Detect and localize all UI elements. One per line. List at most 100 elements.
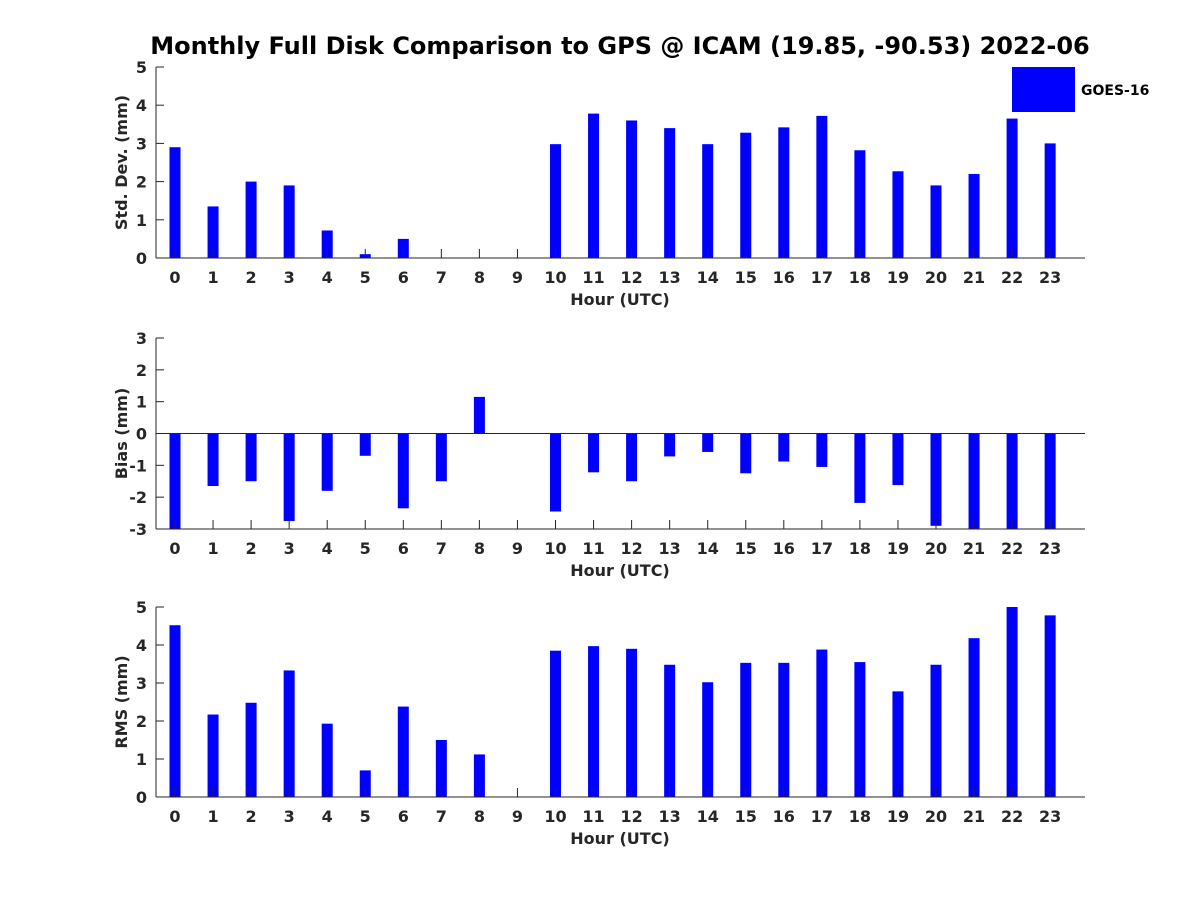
bias-bar-hour-20 <box>930 433 942 526</box>
rms-x-tick-label: 7 <box>436 807 447 826</box>
bias-bar-hour-14 <box>702 433 714 452</box>
rms-bar-hour-8 <box>473 754 485 797</box>
std-bar-hour-0 <box>169 147 181 258</box>
rms-x-tick-label: 19 <box>887 807 909 826</box>
bias-bar-hour-18 <box>854 433 866 503</box>
bias-bar-hour-1 <box>207 433 219 487</box>
bias-x-tick-label: 1 <box>207 539 218 558</box>
std-x-tick-label: 19 <box>887 268 909 287</box>
rms-bar-hour-1 <box>207 714 219 797</box>
std-x-tick-label: 9 <box>512 268 523 287</box>
bias-x-tick-label: 16 <box>773 539 795 558</box>
rms-x-axis-label: Hour (UTC) <box>570 829 670 848</box>
std-bar-hour-4 <box>321 230 333 258</box>
bias-x-tick-label: 5 <box>360 539 371 558</box>
std-x-tick-label: 7 <box>436 268 447 287</box>
rms-x-tick-label: 22 <box>1001 807 1023 826</box>
rms-bar-hour-5 <box>359 770 371 797</box>
std-x-tick-label: 8 <box>474 268 485 287</box>
std-bar-hour-16 <box>778 127 790 258</box>
rms-bar-hour-16 <box>778 662 790 797</box>
rms-x-tick-label: 15 <box>735 807 757 826</box>
rms-y-axis-label: RMS (mm) <box>112 655 131 748</box>
rms-x-tick-label: 13 <box>659 807 681 826</box>
rms-x-tick-label: 20 <box>925 807 947 826</box>
bias-x-tick-label: 2 <box>246 539 257 558</box>
bias-bar-hour-15 <box>740 433 752 474</box>
rms-x-tick-label: 8 <box>474 807 485 826</box>
rms-x-tick-label: 18 <box>849 807 871 826</box>
bias-x-tick-label: 19 <box>887 539 909 558</box>
rms-bar-hour-14 <box>702 682 714 797</box>
rms-bar-hour-3 <box>283 670 295 797</box>
std-x-tick-label: 2 <box>246 268 257 287</box>
rms-x-tick-label: 3 <box>284 807 295 826</box>
std-x-tick-label: 1 <box>207 268 218 287</box>
bias-x-tick-label: 8 <box>474 539 485 558</box>
std-x-tick-label: 21 <box>963 268 985 287</box>
std-bar-hour-14 <box>702 144 714 258</box>
rms-y-tick-label: 0 <box>136 788 147 807</box>
rms-bar-hour-19 <box>892 691 904 797</box>
rms-x-tick-label: 23 <box>1039 807 1061 826</box>
std-x-tick-label: 23 <box>1039 268 1061 287</box>
rms-x-tick-label: 5 <box>360 807 371 826</box>
bias-x-tick-label: 22 <box>1001 539 1023 558</box>
std-bar-hour-18 <box>854 150 866 258</box>
bias-x-tick-label: 10 <box>544 539 566 558</box>
rms-x-tick-label: 10 <box>544 807 566 826</box>
std-y-tick-label: 4 <box>136 96 147 115</box>
rms-x-tick-label: 2 <box>246 807 257 826</box>
bias-bar-hour-13 <box>664 433 676 457</box>
std-bar-hour-12 <box>626 120 638 258</box>
bias-bar-hour-21 <box>968 433 980 529</box>
rms-y-tick-label: 5 <box>136 598 147 617</box>
std-bar-hour-15 <box>740 132 752 258</box>
rms-bar-hour-21 <box>968 638 980 797</box>
bias-x-tick-label: 7 <box>436 539 447 558</box>
std-bar-hour-23 <box>1044 143 1056 258</box>
bias-bar-hour-0 <box>169 433 181 529</box>
std-x-tick-label: 13 <box>659 268 681 287</box>
bias-x-tick-label: 12 <box>620 539 642 558</box>
std-bar-hour-21 <box>968 173 980 258</box>
rms-bar-hour-10 <box>550 650 561 797</box>
std-x-tick-label: 11 <box>582 268 604 287</box>
rms-bar-hour-11 <box>588 646 600 797</box>
bias-x-tick-label: 11 <box>582 539 604 558</box>
rms-bar-hour-20 <box>930 664 942 797</box>
rms-bar-hour-12 <box>626 648 638 797</box>
bias-y-tick-label: 3 <box>136 329 147 348</box>
rms-bar-hour-17 <box>816 649 828 797</box>
rms-bar-hour-2 <box>245 702 257 797</box>
bias-y-axis-label: Bias (mm) <box>112 388 131 480</box>
std-x-tick-label: 14 <box>697 268 719 287</box>
rms-bar-hour-7 <box>435 740 447 797</box>
bias-y-tick-label: 1 <box>136 393 147 412</box>
rms-bar-hour-6 <box>397 706 409 797</box>
bias-bar-hour-19 <box>892 433 904 486</box>
std-bar-hour-2 <box>245 181 257 258</box>
rms-x-tick-label: 9 <box>512 807 523 826</box>
bias-bar-hour-5 <box>359 433 371 456</box>
std-bar-hour-11 <box>588 113 600 258</box>
std-x-tick-label: 20 <box>925 268 947 287</box>
bias-x-tick-label: 15 <box>735 539 757 558</box>
rms-y-tick-label: 2 <box>136 712 147 731</box>
rms-y-tick-label: 4 <box>136 636 147 655</box>
std-x-tick-label: 12 <box>620 268 642 287</box>
std-bar-hour-22 <box>1006 118 1018 258</box>
bias-x-tick-label: 18 <box>849 539 871 558</box>
bias-bar-hour-10 <box>550 433 561 512</box>
std-bar-hour-3 <box>283 185 295 258</box>
rms-x-tick-label: 21 <box>963 807 985 826</box>
legend-swatch <box>1012 67 1075 112</box>
bias-bar-hour-11 <box>588 433 600 473</box>
std-y-tick-label: 0 <box>136 249 147 268</box>
std-bar-hour-13 <box>664 128 676 258</box>
std-y-tick-label: 5 <box>136 58 147 77</box>
bias-x-tick-label: 0 <box>169 539 180 558</box>
